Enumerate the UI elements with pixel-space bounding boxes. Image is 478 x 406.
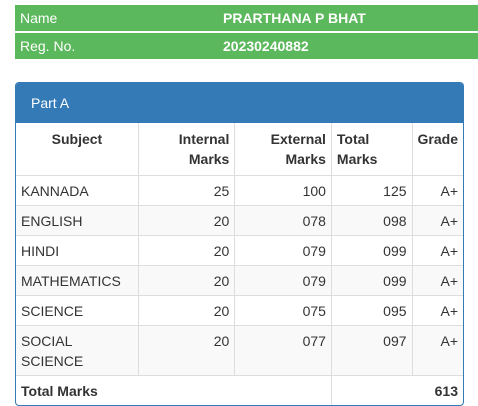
- col-total-marks: Total Marks: [330, 123, 413, 176]
- table-row: SOCIAL SCIENCE 20 077 097 A+: [16, 325, 463, 376]
- table-row: MATHEMATICS 20 079 099 A+: [16, 265, 463, 296]
- table-row: KANNADA 25 100 125 A+: [16, 175, 463, 206]
- part-a-panel: Part A Subject Internal Marks External Mar…: [15, 82, 464, 406]
- grade-cell: A+: [411, 295, 463, 326]
- col-external-marks: External Marks: [234, 123, 332, 176]
- internal-cell: 20: [137, 235, 236, 266]
- table-header-row: Subject Internal Marks External Marks Tota…: [16, 123, 463, 176]
- internal-cell: 25: [137, 175, 236, 206]
- grade-cell: A+: [411, 175, 463, 206]
- reg-no-value: 20230240882: [223, 38, 309, 54]
- grade-cell: A+: [411, 265, 463, 296]
- col-subject: Subject: [16, 123, 139, 176]
- total-marks-row: Total Marks 613: [16, 375, 463, 405]
- table-row: HINDI 20 079 099 A+: [16, 235, 463, 266]
- internal-cell: 20: [137, 295, 236, 326]
- internal-cell: 20: [137, 265, 236, 296]
- student-info: Name PRARTHANA P BHAT Reg. No. 202302408…: [15, 5, 478, 61]
- external-cell: 100: [234, 175, 332, 206]
- total-cell: 097: [330, 325, 413, 376]
- subject-cell: MATHEMATICS: [16, 265, 139, 296]
- panel-heading: Part A: [16, 83, 463, 123]
- internal-cell: 20: [137, 325, 236, 376]
- subject-cell: KANNADA: [16, 175, 139, 206]
- total-cell: 095: [330, 295, 413, 326]
- external-cell: 078: [234, 205, 332, 236]
- total-cell: 099: [330, 235, 413, 266]
- total-cell: 125: [330, 175, 413, 206]
- total-cell: 098: [330, 205, 413, 236]
- external-cell: 079: [234, 235, 332, 266]
- name-value: PRARTHANA P BHAT: [223, 10, 366, 26]
- total-marks-value: 613: [330, 375, 463, 405]
- grade-cell: A+: [411, 235, 463, 266]
- table-row: SCIENCE 20 075 095 A+: [16, 295, 463, 326]
- col-internal-marks: Internal Marks: [137, 123, 236, 176]
- reg-no-row: Reg. No. 20230240882: [15, 33, 478, 61]
- external-cell: 075: [234, 295, 332, 326]
- reg-no-label: Reg. No.: [20, 38, 76, 54]
- name-row: Name PRARTHANA P BHAT: [15, 5, 478, 33]
- table-row: ENGLISH 20 078 098 A+: [16, 205, 463, 236]
- grade-cell: A+: [411, 205, 463, 236]
- external-cell: 079: [234, 265, 332, 296]
- internal-cell: 20: [137, 205, 236, 236]
- subject-cell: HINDI: [16, 235, 139, 266]
- grade-cell: A+: [411, 325, 463, 376]
- name-label: Name: [20, 10, 58, 26]
- total-marks-label: Total Marks: [16, 375, 332, 405]
- total-cell: 099: [330, 265, 413, 296]
- subject-cell: ENGLISH: [16, 205, 139, 236]
- marks-table: Subject Internal Marks External Marks Tota…: [16, 123, 463, 405]
- subject-cell: SOCIAL SCIENCE: [16, 325, 139, 376]
- col-grade: Grade: [411, 123, 463, 176]
- external-cell: 077: [234, 325, 332, 376]
- subject-cell: SCIENCE: [16, 295, 139, 326]
